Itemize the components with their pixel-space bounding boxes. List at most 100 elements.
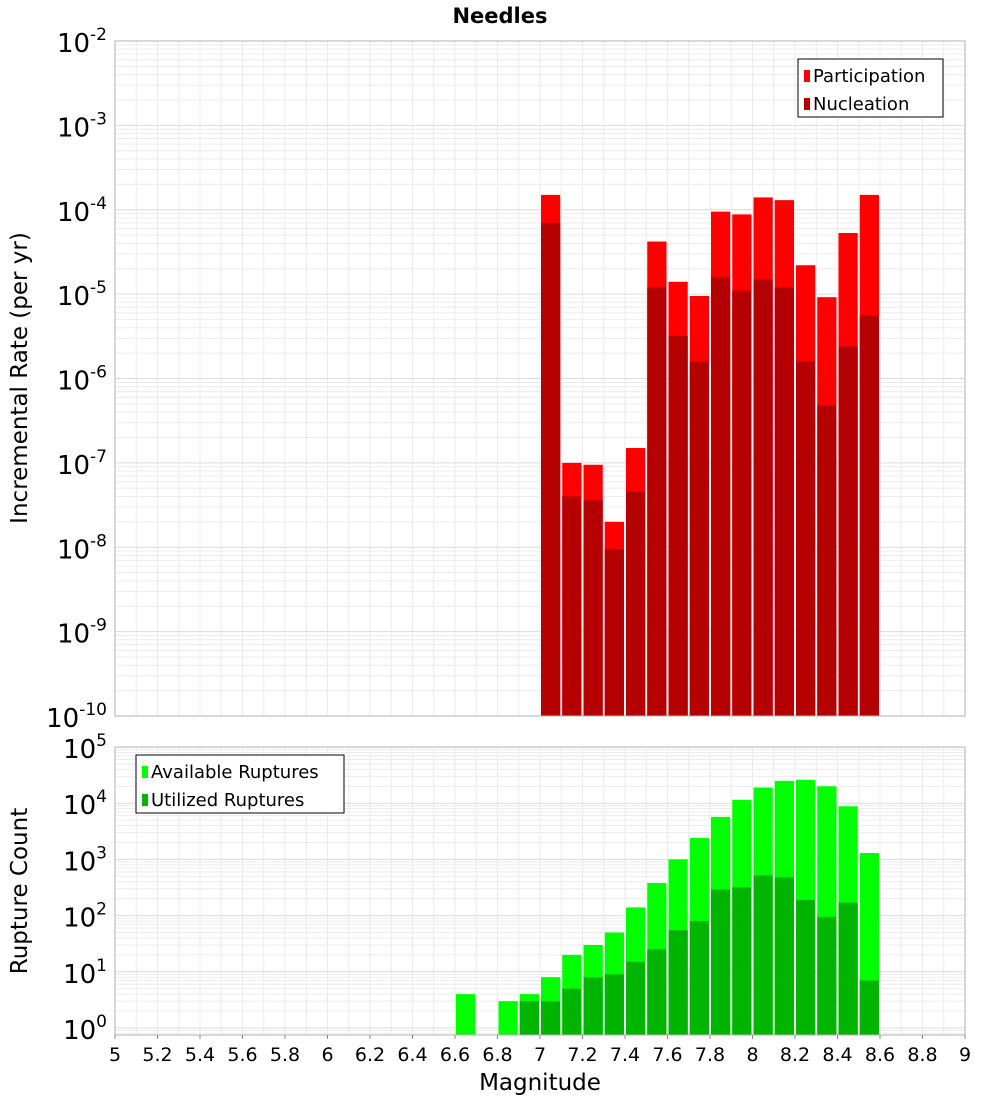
bar xyxy=(604,974,624,1035)
x-axis-ticks: 5 5.2 5.4 5.6 5.8 6 6.2 6.4 6.6 6.8 7 7.2 7.4 7.6 7.8 8… xyxy=(109,1035,971,1066)
y-tick-exponent: 1 xyxy=(96,956,107,976)
bar xyxy=(732,290,752,716)
x-tick-label: 7.8 xyxy=(695,1044,725,1066)
bar xyxy=(583,977,603,1035)
legend-swatch xyxy=(804,70,810,82)
bar xyxy=(498,1001,518,1035)
y-tick-label: 10-2 xyxy=(57,25,107,59)
y-tick-exponent: -4 xyxy=(90,194,107,214)
x-tick-label: 5.6 xyxy=(227,1044,257,1066)
y-tick-exponent: 5 xyxy=(96,731,107,751)
rate-plot: 10-1010-910-810-710-610-510-410-310-2Inc… xyxy=(7,25,966,734)
y-tick-exponent: 0 xyxy=(96,1012,107,1032)
y-tick-base: 10 xyxy=(63,904,96,934)
y-tick-exponent: -8 xyxy=(90,531,107,551)
x-tick-label: 6.4 xyxy=(397,1044,427,1066)
bar xyxy=(626,961,646,1035)
bar xyxy=(541,222,561,716)
x-tick-label: 6 xyxy=(321,1044,333,1066)
x-tick-label: 5.4 xyxy=(185,1044,215,1066)
legend-label: Available Ruptures xyxy=(151,762,319,783)
y-axis-label: Incremental Rate (per yr) xyxy=(7,232,33,524)
y-tick-exponent: -10 xyxy=(79,700,107,720)
y-axis-label: Rupture Count xyxy=(7,808,33,974)
x-tick-label: 5.2 xyxy=(142,1044,172,1066)
x-tick-label: 8.2 xyxy=(780,1044,810,1066)
y-tick-base: 10 xyxy=(63,1016,96,1046)
x-tick-label: 5.8 xyxy=(270,1044,300,1066)
legend-label: Participation xyxy=(813,66,925,87)
bar xyxy=(562,988,582,1035)
bar xyxy=(519,1001,539,1035)
legend: Available Ruptures Utilized Ruptures xyxy=(135,754,345,814)
bar xyxy=(668,930,688,1035)
bar xyxy=(774,877,794,1035)
bar xyxy=(732,887,752,1035)
y-tick-base: 10 xyxy=(57,620,90,650)
x-tick-label: 7 xyxy=(534,1044,546,1066)
bar xyxy=(583,500,603,716)
y-tick-exponent: -7 xyxy=(90,447,107,467)
legend-swatch xyxy=(142,766,148,778)
y-tick-base: 10 xyxy=(57,451,90,481)
legend-swatch xyxy=(142,794,148,806)
y-tick-base: 10 xyxy=(57,29,90,59)
legend-label: Nucleation xyxy=(813,94,909,115)
y-tick-label: 105 xyxy=(63,731,107,765)
bar xyxy=(711,889,731,1035)
bar xyxy=(838,346,858,716)
bar xyxy=(753,279,773,716)
y-tick-exponent: 2 xyxy=(96,900,107,920)
bar xyxy=(774,287,794,716)
bar xyxy=(647,287,667,716)
legend-swatch xyxy=(804,98,810,110)
x-tick-label: 7.6 xyxy=(652,1044,682,1066)
bar xyxy=(668,335,688,716)
y-tick-base: 10 xyxy=(57,282,90,312)
y-tick-exponent: -9 xyxy=(90,616,107,636)
y-tick-base: 10 xyxy=(63,735,96,765)
bar xyxy=(753,875,773,1035)
y-tick-base: 10 xyxy=(63,960,96,990)
y-tick-label: 102 xyxy=(63,900,107,934)
y-tick-exponent: -2 xyxy=(90,25,107,45)
y-tick-label: 10-4 xyxy=(57,194,107,228)
y-tick-base: 10 xyxy=(57,198,90,228)
legend-box xyxy=(135,754,345,814)
x-tick-label: 8.8 xyxy=(907,1044,937,1066)
bar xyxy=(817,916,837,1035)
series-utilized-ruptures xyxy=(519,875,879,1035)
y-tick-base: 10 xyxy=(57,367,90,397)
bar xyxy=(838,902,858,1035)
bar xyxy=(689,361,709,716)
bar xyxy=(859,315,879,716)
y-tick-label: 103 xyxy=(63,843,107,877)
bar xyxy=(796,361,816,716)
y-tick-label: 10-9 xyxy=(57,616,107,650)
legend: Participation Nucleation xyxy=(797,58,944,118)
x-tick-label: 8.6 xyxy=(865,1044,895,1066)
chart-title: Needles xyxy=(452,4,547,28)
bar xyxy=(689,921,709,1035)
y-tick-exponent: -3 xyxy=(90,109,107,129)
x-tick-label: 6.6 xyxy=(440,1044,470,1066)
bar xyxy=(604,549,624,716)
bar xyxy=(817,405,837,716)
y-tick-label: 104 xyxy=(63,787,107,821)
legend-box xyxy=(797,58,944,118)
y-tick-label: 10-10 xyxy=(46,700,107,734)
bar xyxy=(456,994,476,1035)
x-tick-label: 9 xyxy=(959,1044,971,1066)
y-tick-label: 10-5 xyxy=(57,278,107,312)
bar xyxy=(562,496,582,716)
x-axis-label: Magnitude xyxy=(479,1070,601,1096)
x-tick-label: 6.8 xyxy=(482,1044,512,1066)
y-tick-exponent: -6 xyxy=(90,363,107,383)
bar xyxy=(647,949,667,1035)
bar xyxy=(626,491,646,716)
y-tick-label: 101 xyxy=(63,956,107,990)
